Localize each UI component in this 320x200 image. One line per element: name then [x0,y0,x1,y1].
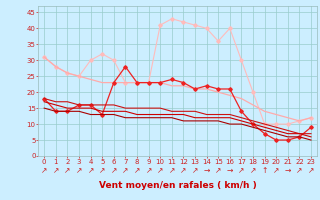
Text: →: → [204,166,210,175]
Text: ↗: ↗ [180,166,187,175]
Text: ↗: ↗ [273,166,279,175]
Text: →: → [227,166,233,175]
Text: ↗: ↗ [192,166,198,175]
Text: ↗: ↗ [250,166,256,175]
Text: ↗: ↗ [215,166,221,175]
Text: ↑: ↑ [261,166,268,175]
Text: →: → [284,166,291,175]
Text: ↗: ↗ [296,166,303,175]
Text: ↗: ↗ [64,166,71,175]
Text: ↗: ↗ [99,166,105,175]
Text: ↗: ↗ [145,166,152,175]
Text: ↗: ↗ [134,166,140,175]
Text: ↗: ↗ [169,166,175,175]
Text: ↗: ↗ [87,166,94,175]
Text: ↗: ↗ [238,166,244,175]
Text: ↗: ↗ [52,166,59,175]
Text: ↗: ↗ [111,166,117,175]
Text: ↗: ↗ [157,166,164,175]
Text: ↗: ↗ [76,166,82,175]
Text: ↗: ↗ [122,166,129,175]
Text: ↗: ↗ [41,166,47,175]
Text: ↗: ↗ [308,166,314,175]
X-axis label: Vent moyen/en rafales ( km/h ): Vent moyen/en rafales ( km/h ) [99,181,256,190]
